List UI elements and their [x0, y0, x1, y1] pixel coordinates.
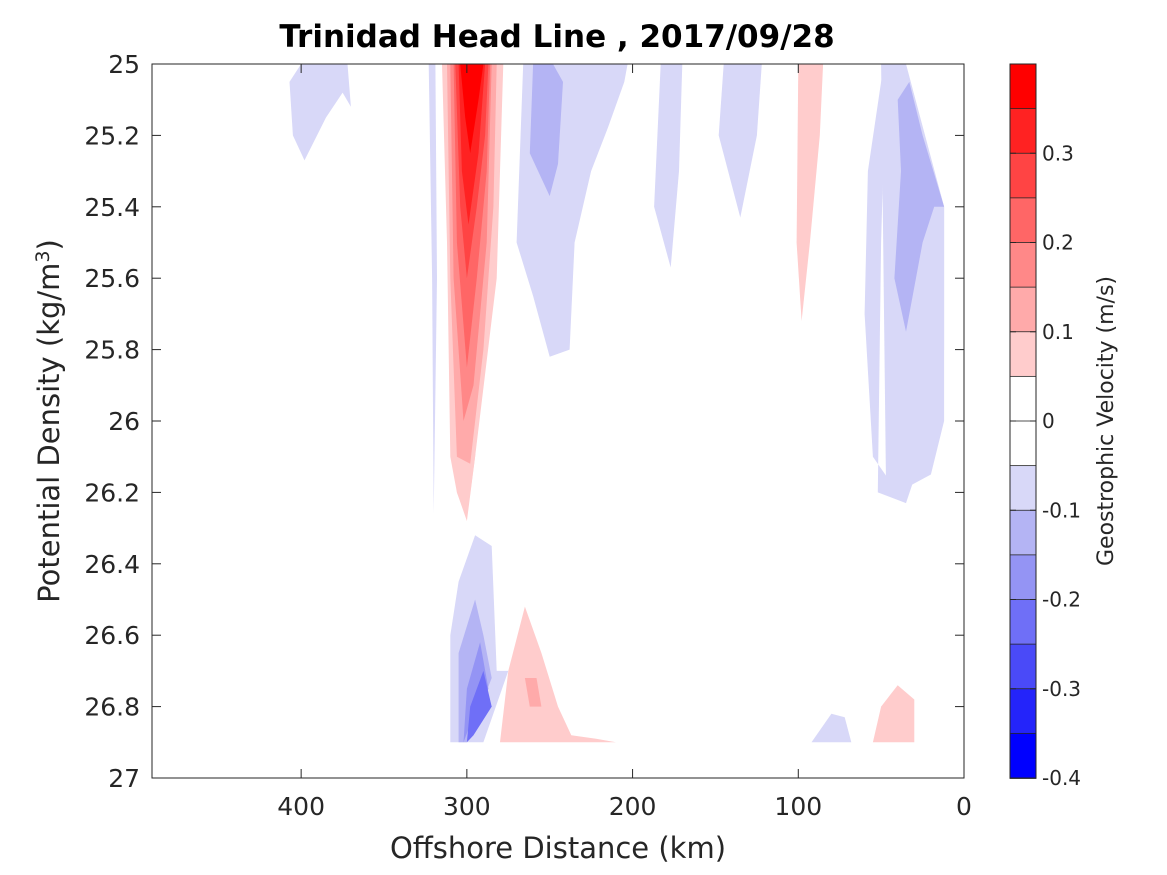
- y-tick-label: 25: [108, 50, 140, 79]
- colorbar-tick-label: -0.4: [1042, 766, 1081, 790]
- colorbar-band: [1009, 108, 1037, 155]
- y-tick-label: 26.6: [84, 621, 140, 650]
- colorbar-band: [1009, 63, 1037, 110]
- y-tick-label: 27: [108, 764, 140, 793]
- colorbar-band: [1009, 554, 1037, 601]
- colorbar-label: Geostrophic Velocity (m/s): [1094, 276, 1119, 566]
- y-axis: 25 25.2 25.4 25.6 25.8 26 26.2 26.4 26.6 26.8 27: [84, 50, 964, 793]
- contour-region-3: [529, 64, 563, 197]
- colorbar-band: [1009, 331, 1037, 378]
- colorbar-tick-label: 0: [1042, 409, 1055, 433]
- colorbar-tick-label: 0.1: [1042, 320, 1074, 344]
- contour-region-6: [796, 64, 824, 321]
- colorbar-band: [1009, 465, 1037, 512]
- colorbar-band: [1009, 688, 1037, 735]
- contour-region-9: [894, 81, 945, 332]
- contour-region-4: [654, 64, 683, 268]
- y-tick-label: 26.2: [84, 478, 140, 507]
- contour-regions: [289, 64, 945, 743]
- contour-region-1: [428, 64, 437, 514]
- y-tick-label: 25.4: [84, 193, 140, 222]
- contour-region-25: [460, 64, 484, 154]
- x-tick-label: 300: [443, 792, 491, 821]
- contour-region-0: [289, 64, 351, 161]
- x-tick-label: 0: [956, 792, 972, 821]
- y-axis-label-superscript: 3: [32, 250, 54, 262]
- colorbar-tick-label: -0.1: [1042, 498, 1081, 522]
- x-tick-label: 400: [277, 792, 325, 821]
- contour-region-14: [500, 606, 616, 743]
- colorbar-band: [1009, 375, 1037, 422]
- colorbar-tick-label: 0.3: [1042, 141, 1074, 165]
- contour-region-16: [811, 713, 852, 743]
- x-tick-label: 200: [609, 792, 657, 821]
- colorbar-band: [1009, 420, 1037, 467]
- y-tick-label: 26.8: [84, 693, 140, 722]
- colorbar-band: [1009, 643, 1037, 690]
- colorbar-band: [1009, 599, 1037, 646]
- y-tick-label: 25.2: [84, 121, 140, 150]
- x-axis-label: Offshore Distance (km): [390, 831, 726, 865]
- colorbar-band: [1009, 286, 1037, 333]
- colorbar-band: [1009, 242, 1037, 289]
- colorbar-band: [1009, 197, 1037, 244]
- y-tick-label: 26.4: [84, 550, 140, 579]
- colorbar-band: [1009, 152, 1037, 199]
- colorbar-tick-label: 0.2: [1042, 231, 1074, 255]
- colorbar-band: [1009, 732, 1037, 779]
- x-axis: 400 300 200 100 0: [277, 64, 972, 821]
- y-tick-label: 25.8: [84, 336, 140, 365]
- y-tick-label: 26: [108, 407, 140, 436]
- contour-region-17: [872, 685, 915, 743]
- y-tick-label: 25.6: [84, 264, 140, 293]
- contour-region-13: [466, 670, 492, 743]
- colorbar-ticks: 0.3 0.2 0.1 0 -0.1 -0.2 -0.3 -0.4: [1010, 141, 1081, 790]
- colorbar-tick-label: -0.3: [1042, 677, 1081, 701]
- y-axis-label: Potential Density (kg/m3): [32, 239, 66, 603]
- colorbar-band: [1009, 509, 1037, 556]
- x-tick-label: 100: [774, 792, 822, 821]
- contour-region-15: [524, 678, 542, 707]
- colorbar: [1009, 63, 1037, 779]
- colorbar-tick-label: -0.2: [1042, 588, 1081, 612]
- contour-region-5: [718, 64, 762, 218]
- chart-title: Trinidad Head Line , 2017/09/28: [279, 19, 834, 55]
